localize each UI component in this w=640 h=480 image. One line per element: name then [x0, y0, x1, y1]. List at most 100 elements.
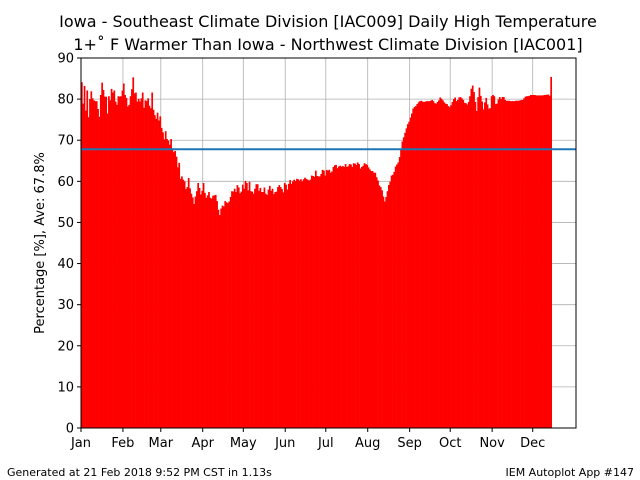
bar	[350, 164, 352, 429]
bar	[528, 95, 531, 428]
bar	[359, 168, 362, 428]
bar	[136, 101, 139, 428]
bar	[408, 121, 410, 428]
bar	[254, 188, 256, 428]
bar	[325, 169, 328, 428]
bar	[98, 116, 101, 428]
bar	[235, 192, 237, 428]
bar	[538, 95, 540, 428]
bar	[145, 101, 148, 429]
bar	[301, 181, 304, 428]
bar	[262, 192, 264, 428]
bar	[304, 177, 306, 428]
bar	[291, 181, 294, 428]
bar	[306, 179, 309, 428]
bar	[179, 178, 182, 428]
bar	[168, 144, 171, 429]
bar	[411, 113, 413, 428]
bar	[471, 85, 474, 428]
bar	[332, 166, 335, 428]
bar	[209, 197, 212, 428]
bar	[82, 103, 85, 428]
bar	[370, 171, 373, 428]
bar	[286, 189, 289, 428]
bar	[229, 196, 232, 428]
bar	[228, 201, 231, 428]
bar	[268, 185, 271, 428]
bar	[241, 184, 244, 428]
bar	[478, 87, 481, 428]
bar	[501, 97, 504, 428]
bar	[427, 101, 429, 429]
bar	[489, 108, 492, 428]
bar	[358, 164, 360, 428]
bar	[447, 106, 450, 428]
bar	[132, 77, 135, 428]
bar	[336, 168, 339, 428]
bar	[398, 157, 401, 428]
bar	[389, 181, 392, 428]
bar	[459, 97, 462, 428]
bar	[440, 98, 443, 428]
bar	[275, 191, 278, 428]
bar	[310, 175, 313, 428]
bar	[106, 113, 109, 428]
bar	[523, 98, 525, 428]
bar	[421, 101, 424, 428]
bar	[135, 92, 137, 428]
bar	[160, 127, 163, 428]
bar	[296, 178, 298, 428]
bar	[540, 95, 543, 428]
bar	[247, 190, 250, 428]
bar	[467, 101, 470, 429]
bar	[511, 101, 513, 429]
bar	[466, 104, 469, 429]
bar	[442, 100, 444, 428]
bar	[339, 165, 342, 428]
bar	[488, 108, 490, 428]
bar	[493, 96, 496, 428]
bar	[435, 103, 438, 428]
bar	[436, 101, 439, 429]
bar	[97, 108, 99, 428]
bar	[258, 190, 260, 428]
bar	[202, 182, 205, 428]
y-tick-label: 30	[57, 298, 74, 313]
bar	[178, 162, 181, 428]
bar	[218, 215, 221, 428]
bar	[356, 162, 359, 429]
bar	[496, 103, 498, 428]
bar	[155, 118, 158, 428]
bar	[91, 98, 94, 428]
bar	[369, 169, 371, 428]
bar	[264, 193, 267, 428]
bar	[126, 106, 129, 428]
bar	[444, 103, 447, 428]
bar	[454, 97, 456, 428]
bar	[190, 193, 193, 428]
bar	[298, 180, 301, 428]
bar	[239, 193, 241, 428]
bar	[521, 99, 524, 429]
bar	[428, 101, 431, 429]
bar	[133, 93, 136, 429]
x-tick-label: Dec	[520, 436, 545, 451]
y-tick-label: 10	[57, 380, 74, 395]
bar	[191, 197, 194, 428]
bar	[263, 187, 266, 428]
footer-app-label: IEM Autoplot App #147	[506, 466, 635, 479]
bar	[416, 104, 419, 428]
bar	[112, 92, 114, 428]
bar	[492, 95, 494, 428]
bar	[347, 166, 350, 428]
bar	[465, 103, 467, 428]
y-tick-label: 0	[66, 422, 74, 437]
bar	[329, 172, 332, 428]
bar	[343, 166, 346, 428]
bar	[220, 208, 222, 428]
bar	[386, 191, 389, 428]
bar	[367, 167, 370, 429]
bar	[205, 197, 208, 428]
bar	[324, 175, 327, 428]
bar	[121, 90, 124, 428]
